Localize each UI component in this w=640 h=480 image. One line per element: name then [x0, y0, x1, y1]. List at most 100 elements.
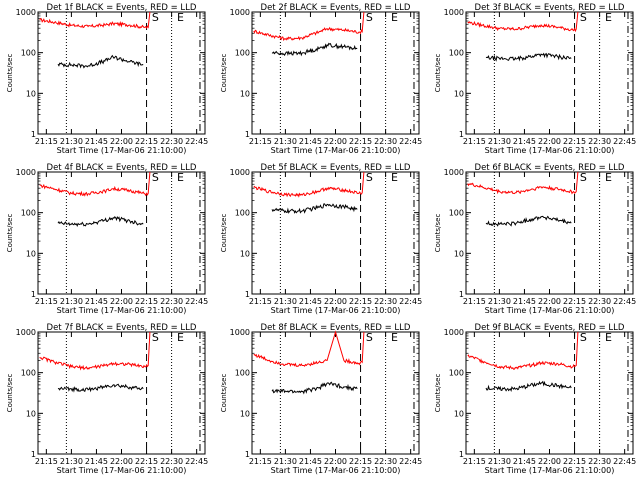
x-tick-label: 21:30 [488, 457, 511, 466]
y-tick-label: 100 [235, 369, 250, 378]
start-marker-label: S [580, 171, 587, 184]
chart-title: Det 8f BLACK = Events, RED = LLD [261, 323, 411, 333]
x-tick-label: 22:45 [613, 297, 636, 306]
x-tick-label: 22:30 [588, 297, 611, 306]
x-tick-label: 21:30 [274, 457, 297, 466]
x-tick-label: 22:00 [538, 297, 561, 306]
x-tick-label: 22:15 [349, 137, 372, 146]
start-marker-label: S [580, 11, 587, 24]
y-tick-label: 10 [240, 89, 250, 98]
end-marker-label: E [605, 331, 612, 344]
end-marker-label: E [605, 11, 612, 24]
x-tick-label: 22:45 [185, 457, 208, 466]
y-tick-label: 1000 [16, 168, 36, 177]
x-tick-label: 21:45 [513, 457, 536, 466]
y-tick-label: 1 [31, 130, 36, 139]
x-tick-label: 22:30 [588, 137, 611, 146]
chart-panel-det-9: Det 9f BLACK = Events, RED = LLD 1 10 100 10… [434, 323, 636, 475]
x-tick-label: 22:30 [374, 137, 397, 146]
y-tick-label: 1000 [444, 8, 464, 17]
chart-title: Det 5f BLACK = Events, RED = LLD [261, 163, 411, 173]
y-axis-label: Counts/sec [434, 214, 442, 253]
end-marker-label: E [605, 171, 612, 184]
y-axis-label: Counts/sec [434, 374, 442, 413]
x-tick-label: 21:30 [274, 137, 297, 146]
end-marker-label: E [177, 331, 184, 344]
series-line-events [57, 54, 144, 69]
end-marker-label: E [177, 11, 184, 24]
y-tick-label: 1000 [230, 168, 250, 177]
x-axis-label: Start Time (17-Mar-06 21:10:00) [57, 466, 187, 475]
series-line-events [271, 381, 358, 395]
x-tick-label: 21:45 [85, 457, 108, 466]
y-tick-label: 100 [449, 369, 464, 378]
chart-title: Det 7f BLACK = Events, RED = LLD [47, 323, 197, 333]
plot-frame [37, 171, 206, 295]
x-tick-label: 22:15 [135, 137, 158, 146]
x-tick-label: 22:30 [374, 297, 397, 306]
series-line-events [271, 42, 358, 57]
y-axis-label: Counts/sec [434, 54, 442, 93]
y-tick-label: 1000 [230, 328, 250, 337]
series-line-lld [253, 171, 365, 198]
series-line-events [485, 52, 572, 62]
series-line-events [485, 215, 572, 227]
x-tick-label: 22:45 [399, 297, 422, 306]
x-tick-label: 22:00 [538, 137, 561, 146]
x-axis-label: Start Time (17-Mar-06 21:10:00) [485, 466, 615, 475]
series-line-lld [467, 11, 579, 33]
chart-title: Det 9f BLACK = Events, RED = LLD [475, 323, 625, 333]
x-tick-label: 22:15 [563, 457, 586, 466]
x-tick-label: 22:30 [588, 457, 611, 466]
x-tick-label: 22:15 [349, 297, 372, 306]
series-line-lld [39, 11, 151, 30]
chart-title: Det 2f BLACK = Events, RED = LLD [261, 3, 411, 13]
start-marker-label: S [366, 11, 373, 24]
plot-frame [37, 11, 206, 135]
x-axis-label: Start Time (17-Mar-06 21:10:00) [57, 146, 187, 155]
x-tick-label: 22:00 [110, 137, 133, 146]
y-tick-label: 10 [26, 409, 36, 418]
plot-frame [465, 11, 634, 135]
start-marker-label: S [152, 11, 159, 24]
series-line-lld [467, 331, 579, 370]
x-tick-label: 22:00 [538, 457, 561, 466]
y-tick-label: 1000 [16, 8, 36, 17]
x-tick-label: 21:15 [463, 297, 486, 306]
x-tick-label: 22:15 [349, 457, 372, 466]
chart-panel-det-8: Det 8f BLACK = Events, RED = LLD 1 10 100 10… [220, 323, 422, 475]
series-line-events [57, 215, 144, 227]
x-tick-label: 21:45 [85, 297, 108, 306]
x-tick-label: 21:30 [488, 137, 511, 146]
x-tick-label: 21:45 [299, 297, 322, 306]
series-line-events [271, 203, 358, 214]
chart-title: Det 6f BLACK = Events, RED = LLD [475, 163, 625, 173]
plot-frame [37, 331, 206, 455]
chart-panel-det-1: Det 1f BLACK = Events, RED = LLD 1 10 100 10… [6, 3, 208, 155]
y-tick-label: 10 [240, 249, 250, 258]
chart-title: Det 4f BLACK = Events, RED = LLD [47, 163, 197, 173]
x-tick-label: 21:45 [85, 137, 108, 146]
y-tick-label: 1 [459, 450, 464, 459]
start-marker-label: S [366, 171, 373, 184]
x-tick-label: 21:45 [513, 137, 536, 146]
x-tick-label: 21:30 [60, 137, 83, 146]
x-tick-label: 22:00 [324, 137, 347, 146]
x-tick-label: 22:00 [110, 457, 133, 466]
y-tick-label: 100 [21, 369, 36, 378]
y-tick-label: 1 [31, 450, 36, 459]
x-axis-label: Start Time (17-Mar-06 21:10:00) [485, 146, 615, 155]
y-tick-label: 1 [245, 290, 250, 299]
x-axis-label: Start Time (17-Mar-06 21:10:00) [271, 466, 401, 475]
x-tick-label: 22:15 [135, 297, 158, 306]
x-tick-label: 22:15 [563, 297, 586, 306]
x-axis-label: Start Time (17-Mar-06 21:10:00) [57, 306, 187, 315]
x-tick-label: 21:45 [513, 297, 536, 306]
y-tick-label: 10 [240, 409, 250, 418]
series-line-lld [467, 171, 579, 195]
x-tick-label: 21:45 [299, 137, 322, 146]
series-line-lld [39, 171, 151, 197]
x-tick-label: 21:30 [488, 297, 511, 306]
y-tick-label: 10 [454, 409, 464, 418]
